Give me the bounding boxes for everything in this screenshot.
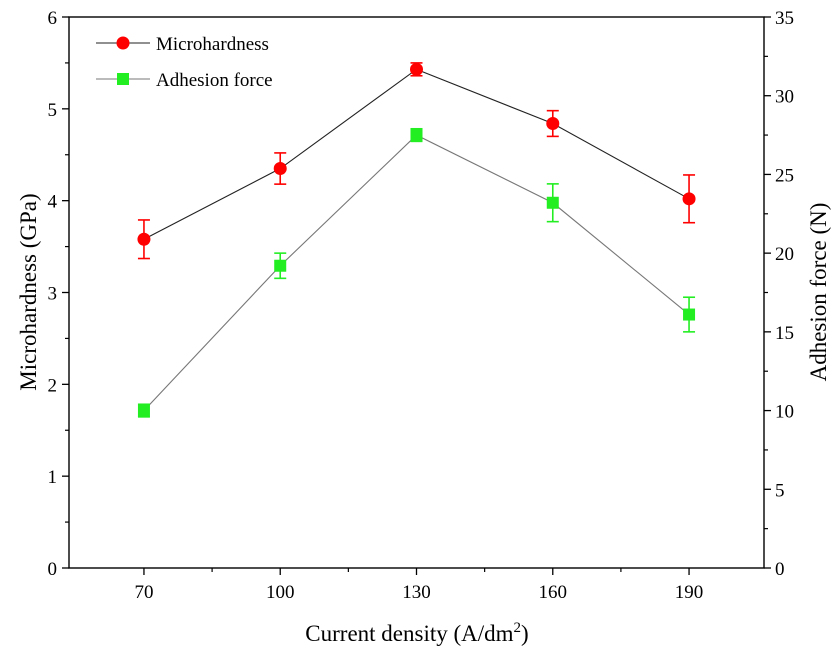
series-microhardness (137, 62, 696, 260)
series-layer (137, 62, 696, 418)
x-tick-label: 160 (539, 582, 568, 603)
legend: Microhardness Adhesion force (96, 34, 273, 91)
y-left-tick-label: 6 (48, 8, 58, 29)
x-tick-label: 130 (402, 582, 431, 603)
y-left-tick-label: 2 (48, 375, 58, 396)
y-right-tick-label: 15 (775, 323, 794, 344)
y-right-tick-label: 20 (775, 244, 794, 265)
y-right-tick-label: 0 (775, 559, 785, 580)
legend-label: Adhesion force (156, 70, 273, 91)
data-point (546, 196, 559, 209)
data-point (410, 62, 423, 76)
x-axis-title-superscript: 2 (514, 620, 522, 636)
data-point (137, 232, 151, 246)
y-right-tick-label: 30 (775, 87, 794, 108)
y-left-tick-label: 1 (48, 467, 58, 488)
y-right-tick-label: 35 (775, 8, 794, 29)
series-line (143, 68, 690, 240)
y-left-tick-label: 0 (48, 559, 58, 580)
data-point (546, 117, 560, 131)
y-axis-right: 0 5 10 15 20 25 30 35 (764, 8, 794, 580)
legend-marker (116, 36, 130, 50)
legend-label: Microhardness (156, 34, 269, 55)
legend-item: Microhardness (96, 34, 269, 55)
y-right-tick-label: 25 (775, 165, 794, 186)
x-tick-label: 70 (134, 582, 153, 603)
data-point (682, 192, 696, 206)
plot-border (68, 16, 765, 569)
y-left-tick-label: 3 (48, 284, 58, 305)
data-point (274, 259, 287, 272)
data-point (137, 404, 150, 417)
legend-item: Adhesion force (96, 70, 273, 91)
y-axis-left-title: Microhardness (GPa) (16, 193, 41, 390)
x-tick-label: 100 (266, 582, 295, 603)
data-point (683, 308, 696, 321)
x-axis: 70 100 130 160 190 (134, 568, 703, 603)
y-right-tick-label: 5 (775, 480, 785, 501)
y-left-tick-label: 5 (48, 100, 58, 121)
y-axis-left: 0 1 2 3 4 5 6 (48, 8, 69, 580)
y-left-tick-label: 4 (48, 192, 58, 213)
x-tick-label: 190 (675, 582, 704, 603)
data-point (273, 162, 287, 176)
plot-frame (68, 16, 765, 569)
data-point (410, 129, 423, 142)
y-axis-right-title: Adhesion force (N) (806, 203, 831, 382)
legend-marker (117, 73, 129, 85)
series-line (143, 134, 690, 411)
series-adhesion-force (137, 127, 696, 418)
x-axis-title: Current density (A/dm2) (305, 620, 528, 646)
y-right-tick-label: 10 (775, 402, 794, 423)
